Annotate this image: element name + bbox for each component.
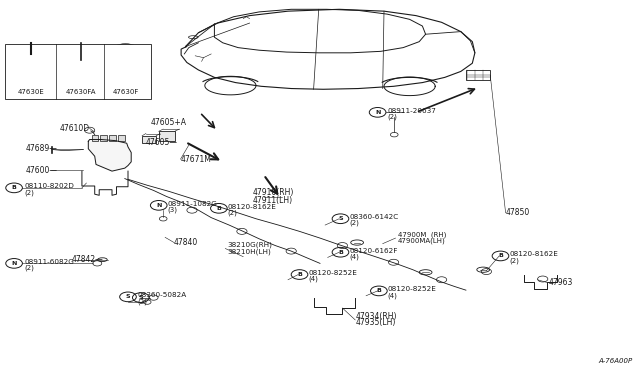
Text: 08120-8162E: 08120-8162E: [228, 204, 276, 210]
Text: 47689—: 47689—: [26, 144, 58, 153]
Text: S: S: [138, 295, 143, 300]
Text: B: B: [498, 253, 503, 259]
Text: 47900M  (RH): 47900M (RH): [398, 231, 447, 238]
Text: S: S: [338, 216, 343, 221]
Text: (2): (2): [349, 220, 359, 227]
Text: 08911-20637: 08911-20637: [388, 108, 436, 114]
Text: 47842—: 47842—: [72, 255, 104, 264]
Text: 47911(LH): 47911(LH): [253, 196, 293, 205]
Text: N: N: [375, 110, 380, 115]
Text: 08911-1082G: 08911-1082G: [168, 201, 218, 207]
Bar: [92, 135, 98, 141]
Text: 47840: 47840: [174, 238, 198, 247]
Text: 47850: 47850: [506, 208, 530, 217]
Text: 47900MA(LH): 47900MA(LH): [398, 238, 446, 244]
Text: (4): (4): [349, 253, 359, 260]
Text: 47600—: 47600—: [26, 166, 58, 175]
Text: B: B: [297, 272, 302, 277]
Text: (2): (2): [388, 113, 397, 120]
Text: (2): (2): [228, 209, 237, 216]
Text: 47610D: 47610D: [60, 124, 90, 133]
Text: 47963: 47963: [549, 278, 573, 287]
Text: 08360-6142C: 08360-6142C: [349, 214, 399, 220]
Bar: [109, 135, 116, 141]
Text: 47630E: 47630E: [17, 89, 44, 95]
Text: 47910(RH): 47910(RH): [253, 188, 294, 197]
Text: (2): (2): [24, 264, 34, 271]
Text: 38210H(LH): 38210H(LH): [227, 249, 271, 256]
Bar: [142, 136, 156, 143]
Text: 47605+A: 47605+A: [150, 118, 186, 126]
Text: 08911-6082G: 08911-6082G: [24, 259, 74, 265]
Text: N: N: [156, 203, 161, 208]
Bar: [100, 135, 107, 141]
Text: 08120-8162E: 08120-8162E: [509, 251, 558, 257]
Text: 08110-8202D: 08110-8202D: [24, 183, 74, 189]
Text: 08120-8252E: 08120-8252E: [308, 270, 357, 276]
Text: (2): (2): [138, 298, 147, 305]
Bar: [159, 131, 175, 141]
Bar: [466, 70, 490, 80]
Bar: [5, 44, 151, 99]
Text: (2): (2): [24, 189, 34, 196]
Text: 08120-8252E: 08120-8252E: [388, 286, 436, 292]
Text: 47671M: 47671M: [180, 155, 211, 164]
Text: B: B: [338, 250, 343, 255]
Text: 47605—: 47605—: [146, 138, 178, 147]
Bar: [118, 135, 125, 141]
Text: (4): (4): [388, 292, 397, 299]
Text: 08120-6162F: 08120-6162F: [349, 248, 398, 254]
Text: 47935(LH): 47935(LH): [355, 318, 396, 327]
Polygon shape: [88, 140, 131, 171]
Text: B: B: [12, 185, 17, 190]
Text: 08360-5082A: 08360-5082A: [138, 292, 187, 298]
Text: (2): (2): [509, 257, 519, 264]
Text: B: B: [376, 288, 381, 294]
Text: N: N: [12, 261, 17, 266]
Text: B: B: [216, 206, 221, 211]
Text: 38210G(RH): 38210G(RH): [227, 241, 272, 248]
Text: 47630FA: 47630FA: [65, 89, 96, 95]
Text: S: S: [125, 294, 131, 299]
Text: 47934(RH): 47934(RH): [355, 312, 397, 321]
Text: (3): (3): [168, 206, 178, 213]
Text: 47630F: 47630F: [112, 89, 139, 95]
Text: (4): (4): [308, 276, 318, 282]
Text: A-76A00P: A-76A00P: [598, 358, 632, 364]
